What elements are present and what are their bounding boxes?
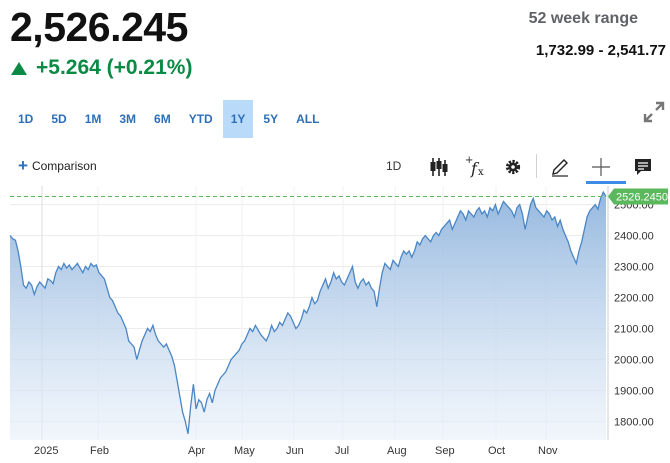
range-button-6m[interactable]: 6M bbox=[154, 112, 171, 126]
comparison-button[interactable]: + Comparison bbox=[18, 156, 97, 175]
range-button-5d[interactable]: 5D bbox=[51, 112, 67, 126]
range-button-all[interactable]: ALL bbox=[296, 112, 320, 126]
y-tick-label: 2200.00 bbox=[614, 293, 654, 305]
range-button-ytd[interactable]: YTD bbox=[188, 112, 213, 126]
y-tick-label: 2100.00 bbox=[614, 323, 654, 335]
interval-button[interactable]: 1D bbox=[386, 159, 402, 173]
toolbar-divider bbox=[536, 154, 537, 178]
x-tick-label: Apr bbox=[188, 445, 205, 457]
range-button-3m[interactable]: 3M bbox=[119, 112, 137, 126]
function-icon[interactable]: + f x bbox=[465, 156, 487, 178]
range-value: 1,732.99 - 2,541.77 bbox=[535, 42, 666, 59]
last-price-badge: 2526.2450 bbox=[608, 188, 668, 205]
x-tick-label: Sep bbox=[435, 445, 455, 457]
x-tick-label: Jul bbox=[335, 445, 349, 457]
x-tick-label: Jun bbox=[286, 445, 304, 457]
chart-toolbar: + Comparison 1D + f x bbox=[10, 150, 666, 186]
svg-text:f: f bbox=[470, 159, 480, 178]
y-tick-label: 1900.00 bbox=[614, 385, 654, 397]
up-arrow-icon bbox=[11, 61, 27, 75]
y-tick-label: 1800.00 bbox=[614, 416, 654, 428]
last-price-label: 2526.2450 bbox=[616, 191, 668, 203]
svg-text:x: x bbox=[478, 167, 484, 178]
gear-icon[interactable] bbox=[502, 156, 524, 178]
expand-icon[interactable] bbox=[642, 100, 666, 124]
x-tick-label: Nov bbox=[538, 445, 558, 457]
range-button-1y[interactable]: 1Y bbox=[222, 100, 254, 138]
x-tick-label: Oct bbox=[488, 445, 505, 457]
price-chart: 1800.00 1900.00 2000.00 2100.00 2200.00 2300.… bbox=[9, 186, 668, 457]
change-value: +5.264 (+0.21%) bbox=[36, 56, 193, 79]
range-button-1d[interactable]: 1D bbox=[18, 112, 34, 126]
range-button-1m[interactable]: 1M bbox=[84, 112, 102, 126]
x-tick-label: Feb bbox=[90, 445, 109, 457]
comparison-label: Comparison bbox=[31, 159, 97, 173]
x-tick-label: 2025 bbox=[34, 445, 58, 457]
pencil-icon[interactable] bbox=[549, 156, 571, 178]
x-tick-label: May bbox=[234, 445, 255, 457]
last-price-badge-bg bbox=[608, 188, 668, 205]
x-tick-label: Aug bbox=[387, 445, 407, 457]
plus-icon: + bbox=[18, 156, 28, 175]
range-title: 52 week range bbox=[528, 10, 638, 27]
y-tick-label: 2300.00 bbox=[614, 262, 654, 274]
crosshair-icon[interactable] bbox=[590, 156, 612, 178]
time-range-selector: 1D 5D 1M 3M 6M YTD 1Y 5Y ALL bbox=[10, 100, 329, 138]
active-tool-indicator bbox=[586, 181, 626, 184]
y-tick-label: 2400.00 bbox=[614, 231, 654, 243]
comment-icon[interactable] bbox=[632, 156, 654, 178]
svg-text:+: + bbox=[465, 156, 473, 166]
x-axis: 2025 Feb Apr May Jun Jul Aug Sep Oct Nov bbox=[34, 445, 558, 457]
y-tick-label: 2000.00 bbox=[614, 354, 654, 366]
candlestick-icon[interactable] bbox=[428, 156, 450, 178]
y-axis: 1800.00 1900.00 2000.00 2100.00 2200.00 2300.… bbox=[614, 200, 654, 429]
price-value: 2,526.245 bbox=[10, 4, 188, 50]
price-line bbox=[9, 190, 607, 434]
price-area bbox=[10, 192, 606, 440]
range-button-5y[interactable]: 5Y bbox=[263, 112, 279, 126]
price-change: +5.264 (+0.21%) bbox=[11, 56, 192, 80]
